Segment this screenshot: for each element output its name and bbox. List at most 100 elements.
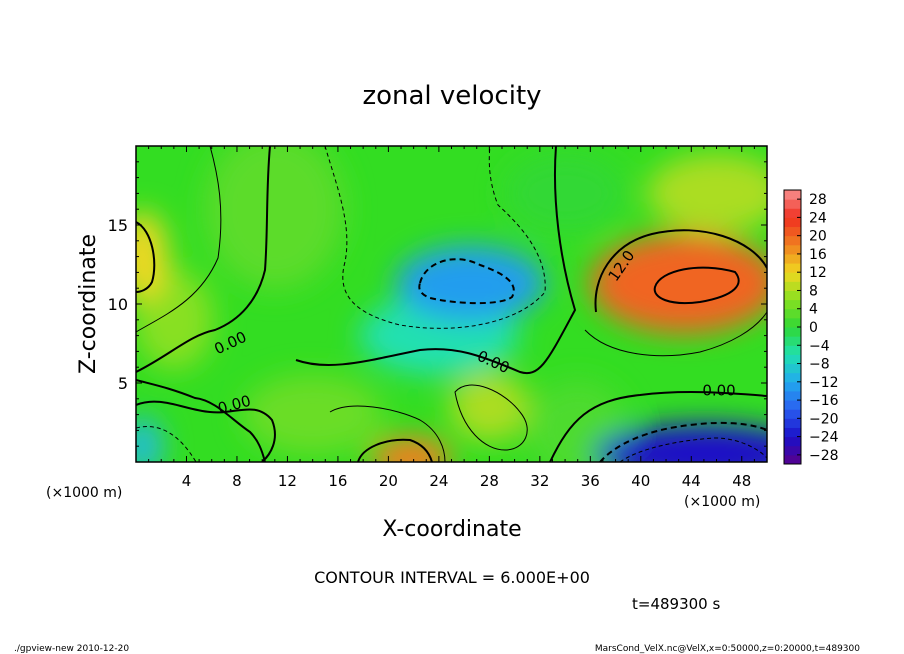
x-unit-right: (×1000 m) (684, 494, 760, 510)
colorbar-label: 16 (809, 247, 827, 263)
contour-minus-six-bottom-right (619, 437, 767, 462)
heatmap-blobs (136, 146, 767, 462)
x-tick-label: 36 (581, 472, 600, 490)
x-axis: 4 8 12 16 20 24 28 32 36 40 44 48 (148, 146, 755, 490)
colorbar-label: −16 (809, 393, 839, 409)
heatmap-feature-core (436, 266, 505, 301)
colorbar-band (784, 363, 801, 374)
colorbar-label: −28 (809, 448, 839, 464)
heatmap-feature-core (136, 236, 154, 277)
colorbar-label: −8 (809, 357, 830, 373)
contour-minus-six-lower-left (136, 426, 197, 462)
contour-twelve-max (594, 229, 767, 313)
colorbar-band (784, 226, 801, 237)
colorbar-band (784, 445, 801, 456)
colorbar-band (784, 317, 801, 328)
contour-zero-left (136, 146, 271, 373)
colorbar-band (784, 400, 801, 410)
x-tick-label: 12 (278, 472, 297, 490)
colorbar-band (784, 336, 801, 346)
colorbar-label: −24 (809, 430, 839, 446)
colorbar-band (784, 244, 801, 255)
colorbar-band (784, 253, 801, 264)
contour-six-thin-center (454, 384, 528, 451)
colorbar-band (784, 235, 801, 246)
colorbar-band (784, 217, 801, 228)
contour-six-thin-left (136, 146, 222, 333)
colorbar-band (784, 418, 801, 428)
x-tick-label: 48 (732, 472, 751, 490)
colorbar-label: 4 (809, 302, 818, 318)
contour-minus-twelve-bottom (599, 421, 767, 462)
heatmap-background-blob (204, 146, 345, 290)
y-tick-label: 15 (108, 216, 128, 235)
footer-left: ./gpview-new 2010-12-20 (14, 644, 129, 654)
colorbar-label: −4 (809, 338, 830, 354)
contour-six-thin-right (584, 311, 767, 357)
heatmap-field (136, 146, 767, 462)
x-tick-label: 4 (182, 472, 192, 490)
heatmap-background-blob (527, 380, 628, 462)
colorbar-band (784, 281, 801, 291)
heatmap-feature-core (654, 440, 754, 462)
y-tick-label: 10 (108, 295, 128, 314)
contour-six-thin-lower (329, 405, 446, 462)
colorbar-band (784, 308, 801, 319)
x-unit-left: (×1000 m) (46, 485, 122, 501)
x-tick-label: 20 (379, 472, 398, 490)
colorbar-label: −20 (809, 411, 839, 427)
x-tick-label: 28 (480, 472, 499, 490)
colorbar-band (784, 390, 801, 401)
colorbar-band (784, 299, 801, 310)
x-tick-label: 40 (631, 472, 650, 490)
y-tick-label: 5 (118, 374, 128, 393)
colorbar-band (784, 190, 801, 200)
heatmap-background-blob (242, 374, 383, 455)
colorbar-label: 24 (809, 210, 827, 226)
colorbar-label: 12 (809, 265, 827, 281)
heatmap-background-blob (505, 153, 626, 234)
contour-zero-middle (295, 146, 577, 375)
x-axis-label: X-coordinate (382, 517, 521, 542)
colorbar-label: 8 (809, 283, 818, 299)
contour-interval-text: CONTOUR INTERVAL = 6.000E+00 (314, 568, 590, 587)
contour-zero-lower-right (549, 391, 767, 462)
colorbar-band (784, 436, 801, 447)
colorbar-label: −12 (809, 375, 839, 391)
colorbar-label: 20 (809, 229, 827, 245)
x-tick-label: 16 (328, 472, 347, 490)
contour-lines (136, 146, 767, 462)
contour-eighteen-max (653, 266, 740, 304)
contour-twelve-bottom (357, 438, 433, 462)
colorbar-band (784, 372, 801, 383)
contour-minus-twelve (418, 258, 515, 305)
y-axis: 5 10 15 (108, 161, 767, 447)
heatmap-feature-core (642, 260, 728, 306)
heatmap-feature-core (471, 390, 508, 423)
colorbar-band (784, 354, 801, 365)
y-axis-label: Z-coordinate (76, 234, 101, 374)
x-tick-label: 32 (530, 472, 549, 490)
contour-label: 0.00 (702, 381, 735, 399)
x-tick-label: 44 (682, 472, 701, 490)
colorbar-band (784, 427, 801, 438)
contour-zero-lower-left (136, 400, 276, 462)
colorbar-band (784, 263, 801, 273)
contour-zero-band (136, 379, 266, 462)
colorbar-band (784, 199, 801, 209)
colorbar-label: 28 (809, 192, 827, 208)
heatmap-feature-core (136, 432, 152, 460)
heatmap-feature-core (393, 448, 430, 462)
chart-title: zonal velocity (362, 81, 541, 111)
colorbar-label: 0 (809, 320, 818, 336)
contour-minus-six-dashed (324, 146, 546, 329)
footer-right: MarsCond_VelX.nc@VelX,x=0:50000,z=0:2000… (595, 644, 860, 654)
x-tick-label: 24 (429, 472, 448, 490)
colorbar-band (784, 272, 801, 282)
x-tick-label: 8 (232, 472, 242, 490)
heatmap-background-blob (646, 153, 767, 234)
colorbar-band (784, 290, 801, 301)
colorbar: 28 24 20 16 12 8 4 0 −4 −8 −12 −16 −20 −24 −28 (783, 189, 839, 465)
